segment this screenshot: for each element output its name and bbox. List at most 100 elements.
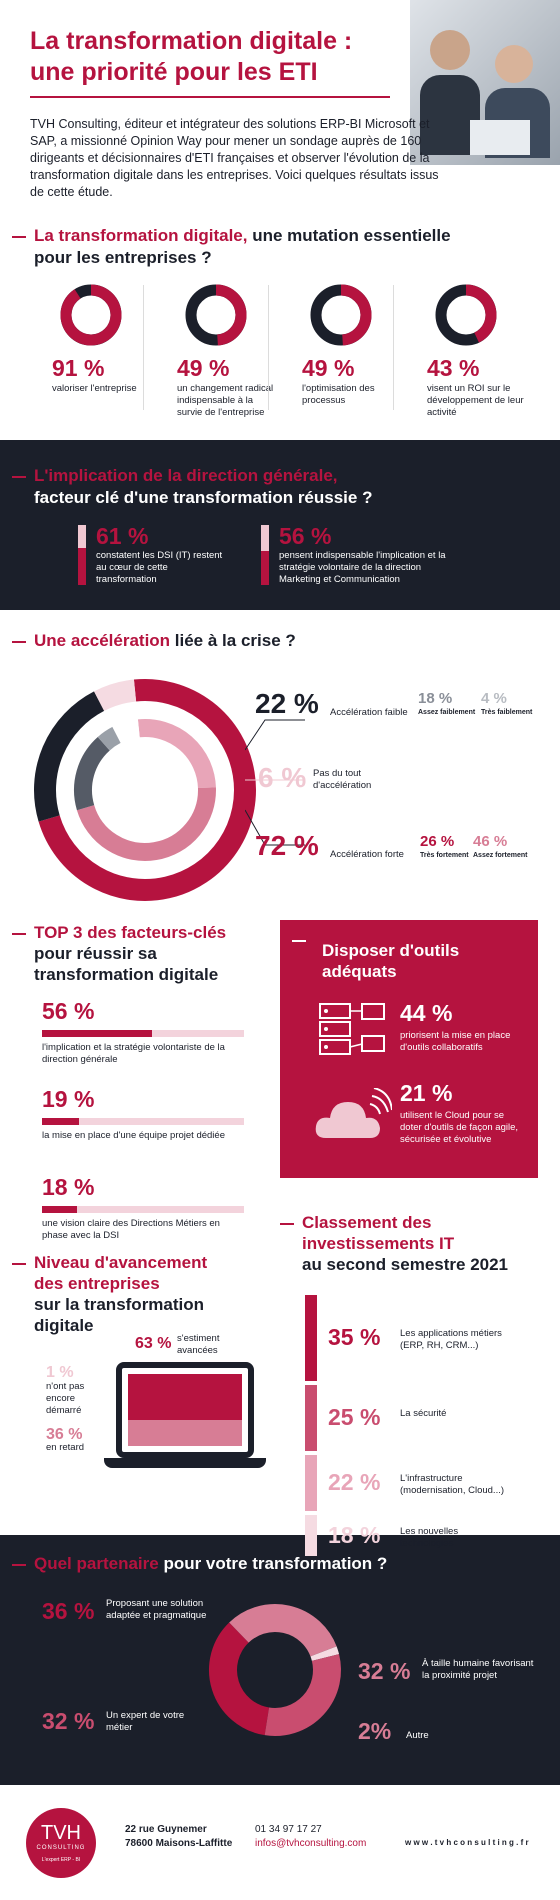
faible-b-label: Très faiblement (481, 709, 533, 716)
acceleration-connectors (245, 719, 305, 846)
non-label: n'ont pas encore démarré (46, 1381, 85, 1416)
s1-title-red: La transformation digitale, (34, 226, 248, 245)
s1-ring (435, 284, 497, 346)
s4-bar-fill (42, 1030, 152, 1037)
s1-pct: 91 % (52, 355, 105, 381)
p4-pct: 32 % (42, 1708, 95, 1734)
s1-text: l'optimisation des processus (302, 383, 375, 406)
s7-title-dark: au second semestre 2021 (302, 1255, 509, 1274)
s7-pct: 35 % (328, 1324, 381, 1350)
s4-bar-fill (42, 1118, 80, 1125)
s5-text: utilisent le Cloud pour se doter d'outil… (400, 1110, 519, 1145)
s1-pct: 43 % (427, 355, 480, 381)
accel-outer-seg (38, 679, 256, 901)
s1-title: La transformation digitale, une mutation… (12, 225, 532, 269)
s3-title: Une accélération liée à la crise ? (12, 630, 296, 652)
s4-bar (42, 1118, 244, 1125)
s5-text: priorisent la mise en place d'outils col… (400, 1030, 511, 1053)
s6-title: Niveau d'avancement des entreprises sur … (12, 1252, 252, 1336)
s1-ring (60, 284, 122, 346)
email-link[interactable]: infos@tvhconsulting.com (255, 1838, 367, 1849)
tvh-logo: TVH CONSULTING L'expert ERP - BI (26, 1808, 96, 1878)
address-line1: 22 rue Guynemer (125, 1824, 207, 1835)
accel-inner-seg (74, 737, 111, 811)
p1-text: Proposant une solution adaptée et pragma… (106, 1598, 207, 1621)
forte-pct: 72 % (255, 830, 319, 861)
s7-text: Les nouvelles technologies (400, 1525, 459, 1549)
business-people-photo (410, 0, 560, 165)
s4-bar (42, 1030, 244, 1037)
p2-pct: 32 % (358, 1658, 411, 1684)
laptop-retard-fill (128, 1420, 242, 1446)
avancees-pct: 63 % (135, 1335, 172, 1352)
logo-text: TVH (41, 1822, 81, 1844)
s4-title-dark1: pour réussir sa (34, 944, 157, 963)
faible-label: Accélération faible (330, 707, 408, 718)
s1-divider (393, 285, 394, 410)
logo-tag: L'expert ERP - BI (41, 1857, 81, 1863)
s4-pct: 56 % (42, 998, 95, 1024)
s4-bar-fill (42, 1206, 78, 1213)
server-computer-icon (319, 1003, 385, 1055)
s7-bar (305, 1295, 317, 1381)
s1-ring (310, 284, 372, 346)
non-pct: 1 % (46, 1364, 74, 1381)
laptop-avancees-fill (128, 1374, 242, 1420)
address-line2: 78600 Maisons-Laffitte (125, 1838, 233, 1849)
s2-pct: 56 % (279, 523, 332, 549)
s4-title-dark2: transformation digitale (34, 965, 219, 984)
s7-pct: 18 % (328, 1521, 381, 1548)
s5-dash (292, 940, 306, 942)
logo-sub: CONSULTING (36, 1845, 86, 1851)
s1-ring-value (215, 284, 247, 346)
s1-text: valoriser l'entreprise (52, 383, 137, 394)
s1-ring-value (465, 284, 497, 343)
s1-pct: 49 % (302, 355, 355, 381)
s2-text: constatent les DSI (IT) restent au cœur … (96, 550, 223, 585)
page-title-line1: La transformation digitale : (30, 27, 353, 55)
laptop-screen (116, 1362, 254, 1458)
p3-text: Autre (406, 1730, 429, 1741)
s7-title-red2: investissements IT (302, 1234, 455, 1253)
s7-bar (305, 1385, 317, 1451)
forte-b-pct: 46 % (473, 833, 508, 850)
avancees-label: s'estiment avancées (177, 1333, 220, 1356)
s3-title-red: Une accélération (34, 631, 171, 650)
accel-inner-seg (97, 726, 121, 751)
page-title-line2: une priorité pour les ETI (30, 58, 318, 86)
forte-a-label: Très fortement (420, 852, 469, 859)
s6-title-dark1: sur la transformation (34, 1295, 205, 1314)
acceleration-chart (34, 679, 256, 901)
p2-text: À taille humaine favorisant la proximité… (422, 1658, 534, 1681)
p3-pct: 2% (358, 1718, 392, 1744)
partner-slice (229, 1604, 337, 1658)
s2-pct: 61 % (96, 523, 149, 549)
s7-title: Classement des investissements IT au sec… (280, 1212, 540, 1275)
cloud-wifi-icon (315, 1088, 392, 1138)
s5-pct: 44 % (400, 1000, 453, 1026)
p1-pct: 36 % (42, 1598, 95, 1624)
forte-label: Accélération forte (330, 849, 404, 860)
faible-a-label: Assez faiblement (418, 709, 476, 716)
s8-title-red: Quel partenaire (34, 1554, 159, 1573)
phone: 01 34 97 17 27 (255, 1824, 322, 1835)
s8-band (0, 1535, 560, 1785)
intro-text: TVH Consulting, éditeur et intégrateur d… (30, 117, 439, 199)
accel-outer-seg (34, 691, 105, 822)
retard-pct: 36 % (46, 1426, 83, 1443)
accel-inner-seg (137, 719, 216, 789)
s4-text: une vision claire des Directions Métiers… (42, 1218, 220, 1241)
partner-slice (264, 1654, 341, 1736)
accel-inner-seg (76, 787, 216, 861)
s1-pct: 49 % (177, 355, 230, 381)
s3-title-dark: liée à la crise ? (170, 631, 296, 650)
accel-outer-seg (94, 679, 137, 712)
none-pct: 6 % (258, 762, 307, 793)
s1-text: un changement radical indispensable à la… (177, 383, 274, 418)
s2-band (0, 440, 560, 610)
s6-title-dark2: digitale (34, 1316, 94, 1335)
s6-title-red2: des entreprises (34, 1274, 160, 1293)
s2-title-red: L'implication de la direction générale, (34, 466, 338, 485)
s8-title-white: pour votre transformation ? (158, 1554, 388, 1573)
website-link[interactable]: w w w . t v h c o n s u l t i n g . f r (405, 1838, 529, 1847)
